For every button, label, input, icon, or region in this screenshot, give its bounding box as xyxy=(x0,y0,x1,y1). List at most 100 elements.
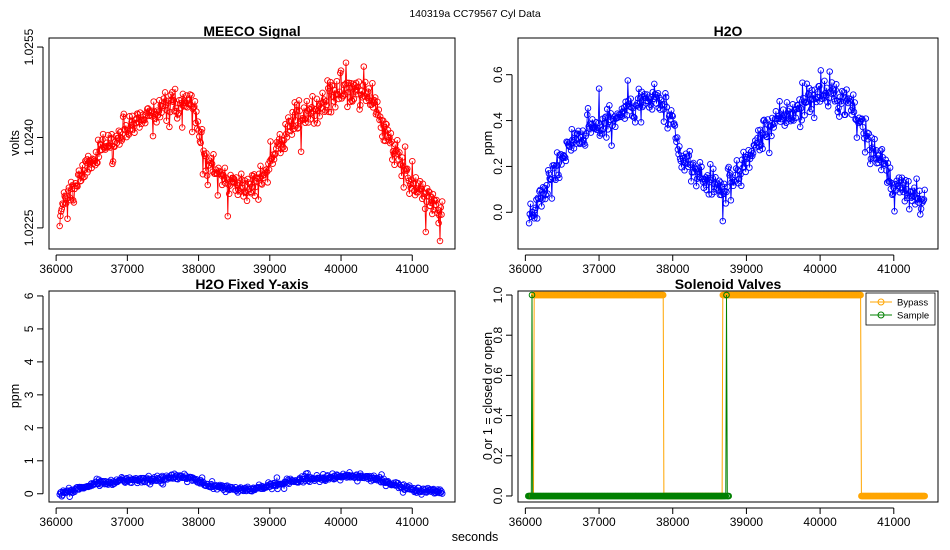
data-point xyxy=(681,167,688,174)
data-point xyxy=(647,101,654,109)
data-point xyxy=(625,97,632,104)
data-point xyxy=(436,237,444,245)
data-point xyxy=(582,132,590,140)
data-point xyxy=(698,163,705,171)
data-point xyxy=(314,119,321,127)
data-point xyxy=(554,162,562,169)
data-point xyxy=(889,191,896,199)
data-point xyxy=(707,160,714,168)
data-point xyxy=(125,131,133,138)
data-point xyxy=(251,192,259,200)
data-point xyxy=(79,174,87,181)
data-point xyxy=(833,81,840,88)
data-point xyxy=(768,132,775,140)
data-point xyxy=(158,109,165,116)
data-point xyxy=(662,90,669,97)
data-point xyxy=(819,93,827,100)
data-point xyxy=(326,87,333,95)
data-point xyxy=(422,228,430,236)
meeco-signal-panel: MEECO Signal volts 36000 37000 38000 39000 4… xyxy=(8,23,456,276)
y-tick-label: 3 xyxy=(22,391,36,398)
data-point xyxy=(438,198,446,205)
y-tick-label: 1 xyxy=(22,457,36,464)
data-point xyxy=(168,96,175,104)
data-point xyxy=(558,161,565,168)
data-point xyxy=(310,120,318,127)
data-point xyxy=(622,98,629,106)
data-point xyxy=(369,79,376,87)
data-point xyxy=(350,95,358,103)
data-point xyxy=(821,77,828,85)
data-point xyxy=(878,146,886,153)
data-point xyxy=(339,93,347,100)
data-point xyxy=(583,129,590,137)
y-tick-label: 1.0225 xyxy=(22,209,36,246)
data-point xyxy=(654,89,662,97)
data-point xyxy=(258,181,266,188)
data-point xyxy=(337,67,345,74)
data-point xyxy=(705,191,713,198)
data-point xyxy=(84,169,91,176)
data-point xyxy=(845,95,853,102)
data-point xyxy=(760,117,767,124)
data-point xyxy=(850,108,858,116)
data-point xyxy=(727,197,735,204)
data-point xyxy=(401,143,409,150)
data-point xyxy=(578,134,585,141)
data-point xyxy=(270,156,278,163)
data-point xyxy=(193,108,200,115)
data-point xyxy=(715,187,722,194)
h2o-panel: H2O ppm 36000 37000 38000 39000 40000 41000 0.… xyxy=(481,23,939,276)
data-point xyxy=(674,146,682,153)
data-point xyxy=(850,91,857,98)
data-point xyxy=(556,174,563,182)
x-tick-label: 38000 xyxy=(656,515,690,529)
data-point xyxy=(183,92,190,99)
data-point xyxy=(903,194,911,202)
data-point xyxy=(673,134,681,141)
data-point xyxy=(360,63,368,70)
data-point xyxy=(210,151,217,158)
data-point xyxy=(273,474,281,481)
data-point xyxy=(543,181,550,189)
data-point xyxy=(64,215,71,222)
data-point xyxy=(725,163,732,171)
data-point xyxy=(272,145,280,152)
data-point xyxy=(797,105,805,112)
data-point xyxy=(598,130,606,137)
data-point xyxy=(760,116,768,124)
data-point xyxy=(905,178,912,185)
data-point xyxy=(233,174,240,181)
data-point xyxy=(423,185,431,192)
data-point xyxy=(719,217,727,225)
data-point xyxy=(566,143,573,150)
data-point xyxy=(304,470,311,477)
data-point xyxy=(894,182,902,190)
data-point xyxy=(379,133,386,140)
data-point xyxy=(198,128,205,136)
y-tick-label: 0.6 xyxy=(491,367,505,384)
data-point xyxy=(731,178,738,186)
data-point xyxy=(530,215,538,222)
data-point xyxy=(770,124,777,131)
data-point xyxy=(218,181,226,189)
data-point xyxy=(875,152,883,159)
data-point xyxy=(133,115,140,122)
data-point xyxy=(680,158,688,166)
data-point xyxy=(188,128,196,136)
data-point-bypass xyxy=(659,291,667,299)
data-point xyxy=(763,133,771,141)
data-point xyxy=(859,123,867,131)
data-point-sample xyxy=(723,291,730,299)
data-point xyxy=(202,167,209,175)
data-point xyxy=(374,98,381,106)
data-point xyxy=(412,174,420,181)
legend-label-bypass: Bypass xyxy=(897,298,928,309)
data-point xyxy=(57,212,64,220)
data-point xyxy=(627,95,634,102)
data-point xyxy=(188,92,195,99)
data-point xyxy=(327,78,334,86)
data-point xyxy=(134,111,142,118)
data-point xyxy=(344,88,352,96)
